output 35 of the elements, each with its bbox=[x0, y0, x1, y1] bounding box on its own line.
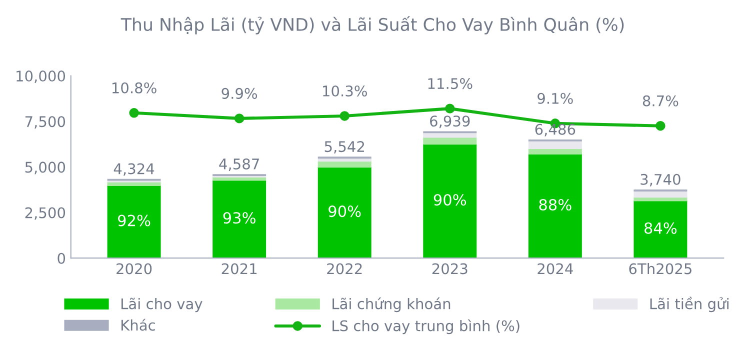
y-tick-label: 7,500 bbox=[25, 116, 66, 129]
x-tick-label: 2023 bbox=[432, 263, 468, 274]
chart-title: Thu Nhập Lãi (tỷ VND) và Lãi Suất Cho Vay Bình Quân (%) bbox=[120, 16, 624, 34]
x-tick-label: 6Th2025 bbox=[629, 262, 692, 274]
data-label: 9.1% bbox=[538, 92, 573, 104]
legend-label: Khác bbox=[121, 318, 155, 331]
data-label: 10.8% bbox=[112, 82, 156, 94]
annotation: 93% bbox=[223, 212, 256, 224]
x-tick-label: 2020 bbox=[116, 263, 152, 274]
data-label: 11.5% bbox=[428, 78, 472, 90]
annotation: 84% bbox=[644, 222, 677, 234]
total-label: 6,939 bbox=[430, 116, 470, 128]
x-tick-label: 2024 bbox=[538, 263, 573, 274]
y-tick-label: 10,000 bbox=[16, 70, 66, 84]
y-tick-label: 0 bbox=[58, 252, 66, 264]
annotation: 88% bbox=[539, 198, 572, 211]
annotation: 90% bbox=[328, 206, 361, 218]
data-label: 9.9% bbox=[222, 88, 258, 99]
x-tick-label: 2021 bbox=[222, 263, 257, 274]
legend-label: Lãi tiền gửi bbox=[650, 296, 728, 312]
annotation: 90% bbox=[434, 194, 466, 206]
annotation: 92% bbox=[118, 214, 150, 226]
y-tick-label: 2,500 bbox=[25, 207, 66, 220]
legend-label: Lãi chứng khoán bbox=[332, 297, 450, 312]
data-label: 10.3% bbox=[323, 85, 367, 96]
total-label: 6,486 bbox=[535, 124, 576, 136]
x-tick-label: 2022 bbox=[327, 263, 362, 274]
data-label: 8.7% bbox=[642, 95, 678, 106]
y-tick-label: 5,000 bbox=[25, 162, 66, 174]
total-label: 5,542 bbox=[324, 141, 364, 154]
legend-label: LS cho vay trung bình (%) bbox=[332, 319, 520, 334]
total-label: 4,587 bbox=[219, 158, 259, 171]
total-label: 3,740 bbox=[640, 174, 680, 186]
total-label: 4,324 bbox=[114, 163, 154, 176]
legend-label: Lãi cho vay bbox=[121, 298, 202, 312]
